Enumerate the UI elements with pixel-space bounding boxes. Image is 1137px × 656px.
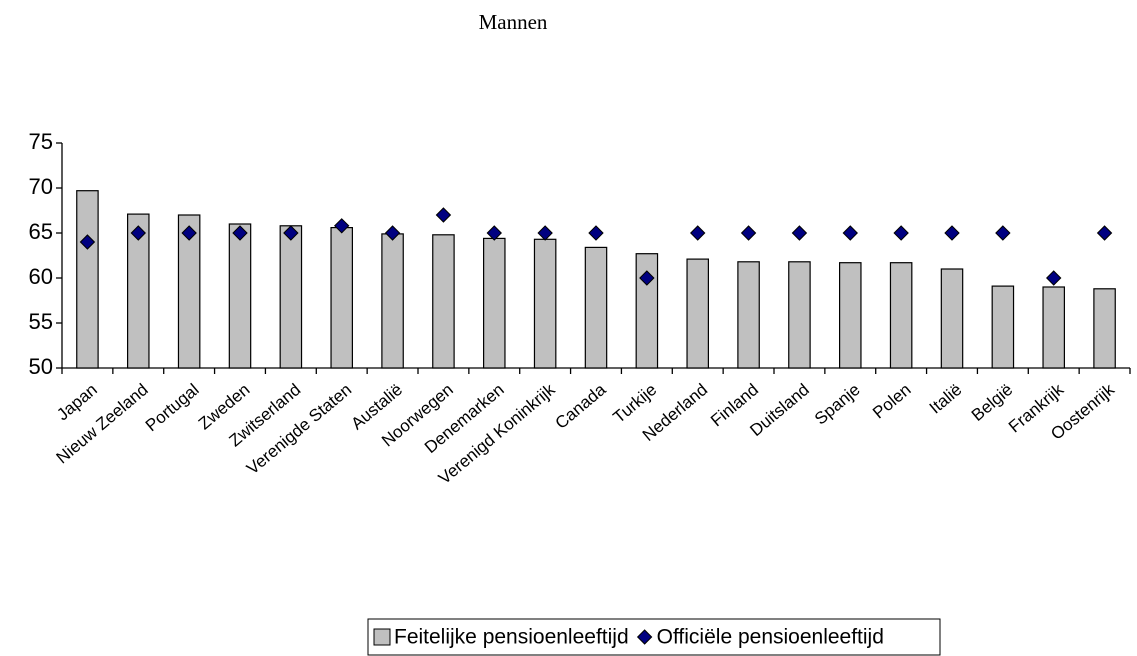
diamond-marker [1046,270,1062,286]
bar [533,238,557,369]
diamond-marker [181,225,197,241]
diamond-marker [893,225,909,241]
chart-title: Mannen [479,10,548,34]
diamond-marker [588,225,604,241]
y-tick-label: 75 [29,129,53,154]
bar [635,253,659,369]
x-tick-label: Portugal [142,380,203,435]
diamond-marker [283,225,299,241]
x-tick-label: Polen [869,380,915,423]
legend-swatch [373,628,391,646]
diamond-marker [334,218,350,234]
diamond-marker [995,225,1011,241]
diamond-marker [944,225,960,241]
y-tick-label: 50 [29,354,53,379]
bar [584,246,608,369]
diamond-marker [486,225,502,241]
legend-label: Officiële pensioenleeftijd [657,626,884,649]
x-tick-label: Spanje [811,380,864,429]
y-tick-label: 60 [29,264,53,289]
bar [483,237,506,369]
diamond-marker [130,225,146,241]
diamond-marker [1096,225,1113,241]
bar [940,268,964,369]
y-tick-label: 65 [29,219,53,244]
bar [686,258,709,369]
diamond-marker [791,225,808,241]
legend-swatch [636,629,653,645]
y-tick-label: 70 [29,174,53,199]
y-tick-label: 55 [29,309,53,334]
x-tick-label: Canada [552,380,610,433]
diamond-marker [232,225,248,241]
bar [737,261,760,369]
bar [330,227,353,369]
diamond-marker [740,225,757,241]
bar [788,261,811,369]
bar [76,190,99,369]
diamond-marker [639,270,655,286]
bar [889,262,913,369]
legend-label: Feitelijke pensioenleeftijd [394,626,629,649]
x-tick-label: Nieuw Zeeland [53,380,152,467]
x-tick-label: Italië [926,380,966,418]
diamond-marker [79,234,96,250]
diamond-marker [690,225,706,241]
bar [177,214,201,369]
bar [381,233,404,369]
diamond-marker [537,225,553,241]
bar [228,223,252,369]
bar [432,234,455,369]
bar [127,213,150,369]
diamond-marker [384,225,401,241]
bar [1042,286,1065,369]
diamond-marker [435,207,452,223]
bar [991,285,1015,369]
bar [839,262,862,369]
bar [279,225,303,369]
diamond-marker [842,225,858,241]
legend-box [367,618,941,656]
bar [1093,288,1116,369]
